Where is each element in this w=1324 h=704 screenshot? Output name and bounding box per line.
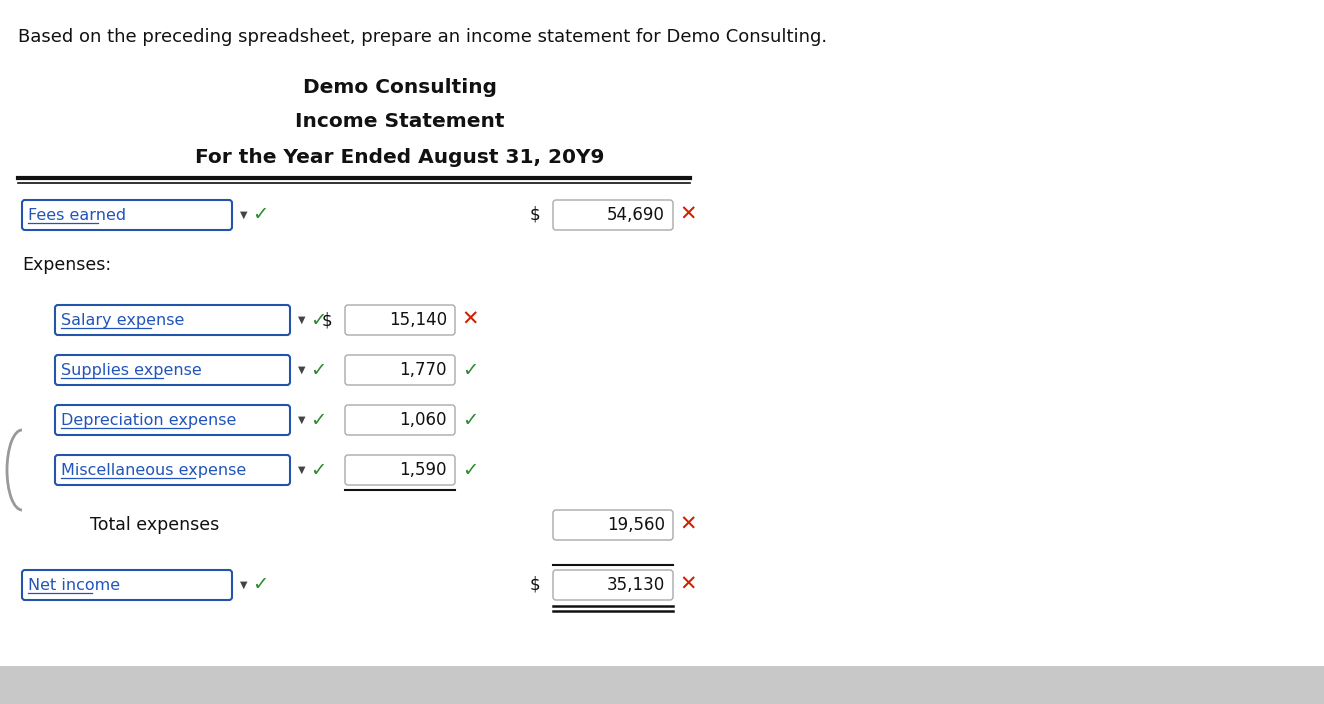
Text: ✓: ✓	[462, 460, 478, 479]
Text: 1,770: 1,770	[400, 361, 448, 379]
FancyBboxPatch shape	[553, 570, 673, 600]
Text: 19,560: 19,560	[606, 516, 665, 534]
Text: $: $	[322, 311, 332, 329]
Text: 35,130: 35,130	[606, 576, 665, 594]
Text: ✓: ✓	[310, 410, 326, 429]
FancyBboxPatch shape	[346, 405, 455, 435]
Text: ✕: ✕	[679, 205, 696, 225]
Text: ✓: ✓	[252, 206, 269, 225]
Text: 15,140: 15,140	[389, 311, 448, 329]
Text: ▼: ▼	[240, 210, 248, 220]
Text: ✓: ✓	[252, 575, 269, 594]
Text: 54,690: 54,690	[608, 206, 665, 224]
Text: ✓: ✓	[310, 460, 326, 479]
FancyBboxPatch shape	[346, 305, 455, 335]
Text: $: $	[530, 206, 540, 224]
Text: Salary expense: Salary expense	[61, 313, 184, 327]
FancyBboxPatch shape	[56, 405, 290, 435]
Text: Based on the preceding spreadsheet, prepare an income statement for Demo Consult: Based on the preceding spreadsheet, prep…	[19, 28, 828, 46]
FancyBboxPatch shape	[346, 355, 455, 385]
Text: ▼: ▼	[298, 415, 306, 425]
FancyBboxPatch shape	[56, 305, 290, 335]
FancyBboxPatch shape	[23, 570, 232, 600]
Text: Supplies expense: Supplies expense	[61, 363, 201, 377]
Text: $: $	[530, 576, 540, 594]
FancyBboxPatch shape	[346, 455, 455, 485]
Text: Total expenses: Total expenses	[90, 516, 220, 534]
Text: Expenses:: Expenses:	[23, 256, 111, 274]
Text: ✓: ✓	[310, 360, 326, 379]
Text: Demo Consulting: Demo Consulting	[303, 78, 496, 97]
FancyBboxPatch shape	[0, 666, 1324, 704]
Text: ▼: ▼	[298, 365, 306, 375]
FancyBboxPatch shape	[56, 455, 290, 485]
Text: ✓: ✓	[310, 310, 326, 329]
Text: ✓: ✓	[462, 360, 478, 379]
Text: ▼: ▼	[298, 465, 306, 475]
Text: Depreciation expense: Depreciation expense	[61, 413, 237, 427]
Text: 1,590: 1,590	[400, 461, 448, 479]
Text: Fees earned: Fees earned	[28, 208, 126, 222]
Text: Miscellaneous expense: Miscellaneous expense	[61, 463, 246, 477]
Text: ✕: ✕	[679, 515, 696, 535]
Text: ✓: ✓	[462, 410, 478, 429]
Text: ✕: ✕	[679, 575, 696, 595]
Text: ▼: ▼	[298, 315, 306, 325]
Text: Income Statement: Income Statement	[295, 112, 504, 131]
FancyBboxPatch shape	[553, 510, 673, 540]
Text: ✕: ✕	[461, 310, 479, 330]
FancyBboxPatch shape	[56, 355, 290, 385]
Text: ▼: ▼	[240, 580, 248, 590]
Text: Net income: Net income	[28, 577, 120, 593]
Text: 1,060: 1,060	[400, 411, 448, 429]
Text: For the Year Ended August 31, 20Y9: For the Year Ended August 31, 20Y9	[196, 148, 605, 167]
FancyBboxPatch shape	[553, 200, 673, 230]
FancyBboxPatch shape	[23, 200, 232, 230]
